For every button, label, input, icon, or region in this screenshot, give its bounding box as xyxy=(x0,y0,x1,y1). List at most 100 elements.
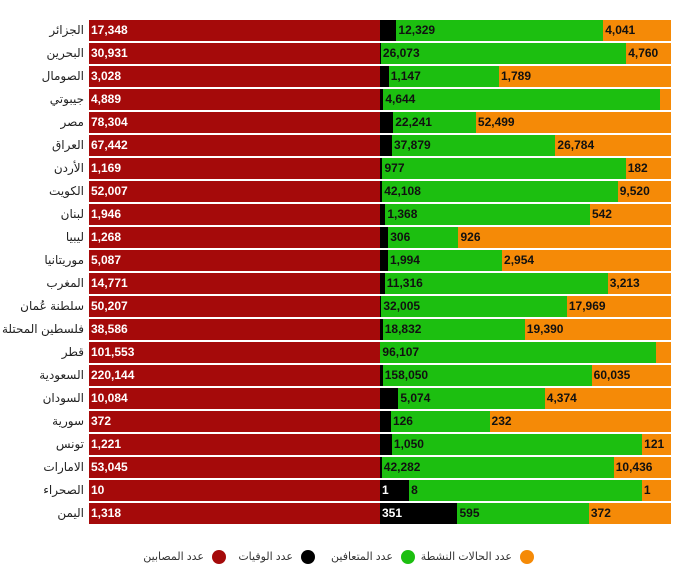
bar-segment xyxy=(387,250,502,271)
bar-segment xyxy=(390,411,490,432)
bar-segment xyxy=(475,112,671,133)
bar-segment xyxy=(457,503,589,524)
country-label: السعودية xyxy=(39,368,84,382)
bar-segment xyxy=(89,296,380,317)
data-label: 60,035 xyxy=(593,368,631,382)
bar-segment xyxy=(89,89,380,110)
bar-segment xyxy=(380,135,392,156)
bar-segment xyxy=(89,227,380,248)
bar-segment xyxy=(659,89,671,110)
data-label: 38,586 xyxy=(91,322,128,336)
data-label: 4,644 xyxy=(385,92,416,106)
data-label: 1 xyxy=(643,483,651,497)
bar-segment xyxy=(396,20,604,41)
bar-segment xyxy=(655,342,671,363)
legend-swatch xyxy=(520,550,534,564)
bar-segment xyxy=(613,457,671,478)
country-label: الأردن xyxy=(53,161,84,175)
bar-segment xyxy=(380,457,382,478)
data-label: 101,553 xyxy=(91,345,135,359)
bar-segment xyxy=(398,388,545,409)
bar-segment xyxy=(388,66,499,87)
data-label: 158,050 xyxy=(384,368,429,382)
bar-segment xyxy=(382,365,592,386)
bar-segment xyxy=(89,319,380,340)
data-label: 10,436 xyxy=(615,460,653,474)
data-label: 67,442 xyxy=(91,138,128,152)
data-label: 182 xyxy=(627,161,648,175)
country-label: قطر xyxy=(61,345,84,359)
bar-segment xyxy=(89,135,380,156)
bar-segment xyxy=(393,112,476,133)
data-label: 8 xyxy=(411,483,418,497)
legend-label: عدد الوفيات xyxy=(238,551,293,563)
data-label: 52,007 xyxy=(91,184,128,198)
data-label: 3,213 xyxy=(609,276,640,290)
data-label: 19,390 xyxy=(526,322,564,336)
bar-segment xyxy=(380,250,388,271)
bar-segment xyxy=(409,480,642,501)
country-label: الامارات xyxy=(43,460,84,474)
bar-segment xyxy=(380,342,381,363)
bar-segment xyxy=(380,365,383,386)
data-label: 220,144 xyxy=(91,368,135,382)
data-label: 3,028 xyxy=(91,69,122,83)
country-label: العراق xyxy=(51,138,84,152)
data-label: 5,074 xyxy=(400,391,431,405)
bar-segment xyxy=(380,66,389,87)
country-label: الكويت xyxy=(49,184,84,198)
bar-segment xyxy=(380,43,381,64)
bar-segment xyxy=(382,158,626,179)
data-label: 10 xyxy=(91,483,105,497)
legend-swatch xyxy=(401,550,415,564)
bar-segment xyxy=(380,503,458,524)
data-label: 2,954 xyxy=(504,253,535,267)
bar-segment xyxy=(591,365,671,386)
bar-segment xyxy=(381,457,614,478)
data-label: 351 xyxy=(382,506,403,520)
data-label: 53,045 xyxy=(91,460,128,474)
country-label: اليمن xyxy=(57,506,84,520)
legend-label: عدد المصابين xyxy=(143,551,204,563)
data-label: 4,889 xyxy=(91,92,122,106)
data-label: 78,304 xyxy=(91,115,128,129)
legend-item: عدد الحالات النشطة xyxy=(354,545,534,569)
bar-segment xyxy=(89,20,380,41)
legend-label: عدد المتعافين xyxy=(331,551,393,563)
data-label: 121 xyxy=(644,437,665,451)
legend: عدد المصابين عدد الوفيات عدد المتعافين عدد … xyxy=(0,545,677,569)
data-label: 1,994 xyxy=(389,253,420,267)
bar-segment xyxy=(89,158,380,179)
bar-segment xyxy=(524,319,671,340)
legend-item: عدد المتعافين xyxy=(235,545,415,569)
data-label: 50,207 xyxy=(91,299,128,313)
country-label: ليبيا xyxy=(65,230,84,244)
legend-item: عدد الوفيات xyxy=(135,545,315,569)
data-label: 1 xyxy=(382,483,389,497)
bar-segment xyxy=(380,411,391,432)
bar-segment xyxy=(380,273,385,294)
bar-segment xyxy=(380,20,397,41)
country-label: البحرين xyxy=(46,46,84,60)
bar-segment xyxy=(380,204,386,225)
country-label: السودان xyxy=(42,391,84,405)
bar-segment xyxy=(89,411,380,432)
bar-segment xyxy=(555,135,671,156)
bar-segment xyxy=(384,273,608,294)
bar-segment xyxy=(382,181,618,202)
data-label: 1,789 xyxy=(501,69,532,83)
bar-segment xyxy=(380,342,656,363)
data-label: 52,499 xyxy=(477,115,515,129)
bar-segment xyxy=(89,457,380,478)
bar-segment xyxy=(607,273,671,294)
bar-segment xyxy=(380,296,382,317)
data-label: 96,107 xyxy=(382,345,420,359)
bar-segment xyxy=(89,503,380,524)
data-label: 14,771 xyxy=(91,276,128,290)
bar-segment xyxy=(391,434,643,455)
bar-segment xyxy=(380,319,383,340)
data-label: 32,005 xyxy=(383,299,421,313)
data-label: 1,318 xyxy=(91,506,122,520)
bar-segment xyxy=(588,503,671,524)
data-label: 1,946 xyxy=(91,207,122,221)
